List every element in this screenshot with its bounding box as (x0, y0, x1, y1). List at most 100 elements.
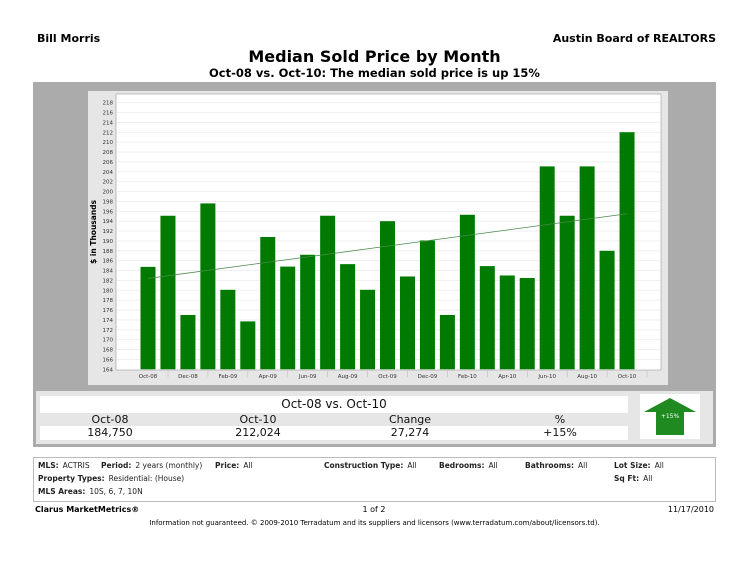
summary-header-row: Oct-08 Oct-10 Change % (40, 413, 628, 426)
y-tick-label: 182 (103, 278, 114, 284)
label: Bathrooms: (525, 461, 574, 470)
y-tick-label: 180 (103, 288, 114, 294)
summary-value-row: 184,750 212,024 27,274 +15% (40, 426, 628, 440)
label: Property Types: (38, 474, 105, 483)
x-tick-label: Oct-08 (139, 374, 158, 380)
bar-May-10 (519, 277, 535, 370)
bar-Feb-10 (459, 214, 475, 370)
y-tick-label: 208 (103, 150, 114, 156)
y-tick-label: 216 (103, 111, 114, 117)
criteria-lot-size: Lot Size: All (614, 461, 664, 470)
y-tick-label: 200 (103, 190, 114, 196)
bar-Mar-10 (479, 266, 495, 370)
bar-chart: 164 166 168 170 172 174 176 178 180 182 184 186 188 1… (89, 93, 662, 380)
y-tick-label: 166 (103, 357, 114, 363)
value: All (488, 461, 498, 470)
change-badge: +15% (640, 394, 700, 439)
criteria-mls: MLS: ACTRIS (38, 461, 90, 470)
summary-value: 27,274 (390, 426, 430, 439)
summary-header: Change (388, 413, 432, 426)
criteria-sqft: Sq Ft: All (614, 474, 652, 483)
search-criteria: MLS: ACTRIS Period: 2 years (monthly) Pric… (33, 457, 716, 502)
value: 2 years (monthly) (135, 461, 203, 470)
bar-Mar-09 (240, 321, 256, 370)
summary-title: Oct-08 vs. Oct-10 (40, 396, 628, 413)
y-tick-label: 210 (103, 140, 114, 146)
summary-value: +15% (543, 426, 577, 439)
value: Residential: (House) (108, 474, 185, 483)
x-tick-label: Feb-10 (458, 374, 477, 380)
board-name: Austin Board of REALTORS (552, 32, 716, 45)
trend-line (147, 213, 628, 279)
y-tick-label: 206 (103, 160, 114, 166)
value: All (243, 461, 253, 470)
value: All (577, 461, 588, 470)
x-tick-label: Oct-09 (378, 374, 397, 380)
value: All (654, 461, 664, 470)
bar-Aug-10 (579, 166, 595, 370)
y-tick-label: 186 (103, 259, 114, 265)
x-tick-label: Dec-08 (178, 374, 198, 380)
badge-text: +15% (661, 413, 680, 420)
x-tick-label: Aug-10 (577, 374, 597, 380)
page-title: Median Sold Price by Month (248, 47, 501, 66)
bar-Jul-10 (559, 215, 575, 370)
agent-name: Bill Morris (37, 32, 101, 45)
y-tick-label: 218 (103, 101, 114, 107)
bar-Apr-09 (260, 236, 276, 370)
value: All (407, 461, 417, 470)
y-tick-label: 172 (103, 328, 114, 334)
label: Lot Size: (614, 461, 651, 470)
criteria-construction: Construction Type: All (324, 461, 417, 470)
y-tick-label: 202 (103, 180, 114, 186)
x-tick-label: Apr-10 (498, 374, 517, 380)
label: MLS Areas: (38, 487, 86, 496)
y-tick-label: 176 (103, 308, 114, 314)
y-tick-label: 212 (103, 130, 114, 136)
bar-Feb-09 (220, 289, 236, 370)
bar-May-09 (280, 266, 296, 370)
x-tick-label: Aug-09 (338, 374, 358, 380)
y-tick-label: 204 (103, 170, 114, 176)
label: Construction Type: (324, 461, 404, 470)
disclaimer: Information not guaranteed. © 2009-2010 … (149, 519, 600, 527)
label: Sq Ft: (614, 474, 640, 483)
label: Period: (101, 461, 132, 470)
y-tick-label: 184 (103, 269, 114, 275)
x-tick-label: Jun-10 (537, 374, 556, 380)
y-tick-label: 164 (103, 367, 114, 373)
bar-Oct-08 (140, 266, 156, 370)
bar-Oct-09 (380, 221, 396, 370)
y-axis-label: $ in Thousands (89, 199, 98, 264)
summary-value: 184,750 (87, 426, 133, 439)
criteria-property-types: Property Types: Residential: (House) (38, 474, 184, 483)
bar-Nov-08 (160, 215, 176, 370)
label: Price: (215, 461, 240, 470)
report-date: 11/17/2010 (667, 505, 714, 514)
arrow-up-icon: +15% (644, 398, 696, 435)
criteria-bathrooms: Bathrooms: All (525, 461, 587, 470)
bar-Aug-09 (340, 264, 356, 370)
y-tick-label: 192 (103, 229, 114, 235)
y-tick-label: 214 (103, 120, 114, 126)
y-tick-label: 170 (103, 338, 114, 344)
criteria-period: Period: 2 years (monthly) (101, 461, 202, 470)
bar-Oct-10 (619, 132, 635, 370)
summary-value: 212,024 (235, 426, 281, 439)
y-tick-label: 194 (103, 219, 114, 225)
criteria-mls-areas: MLS Areas: 10S, 6, 7, 10N (38, 487, 143, 496)
bar-Jun-10 (539, 166, 555, 370)
bar-Jan-10 (439, 314, 455, 370)
value: ACTRIS (62, 461, 90, 470)
x-tick-label: Feb-09 (218, 374, 237, 380)
criteria-bedrooms: Bedrooms: All (439, 461, 498, 470)
y-tick-label: 168 (103, 348, 114, 354)
summary-header: Oct-10 (239, 413, 277, 426)
page-subtitle: Oct-08 vs. Oct-10: The median sold price… (209, 66, 540, 80)
y-tick-label: 196 (103, 209, 114, 215)
bar-Jul-09 (320, 215, 336, 370)
x-tick-label: Oct-10 (618, 374, 637, 380)
x-tick-label: Jun-09 (298, 374, 317, 380)
x-tick-label: Apr-09 (259, 374, 278, 380)
